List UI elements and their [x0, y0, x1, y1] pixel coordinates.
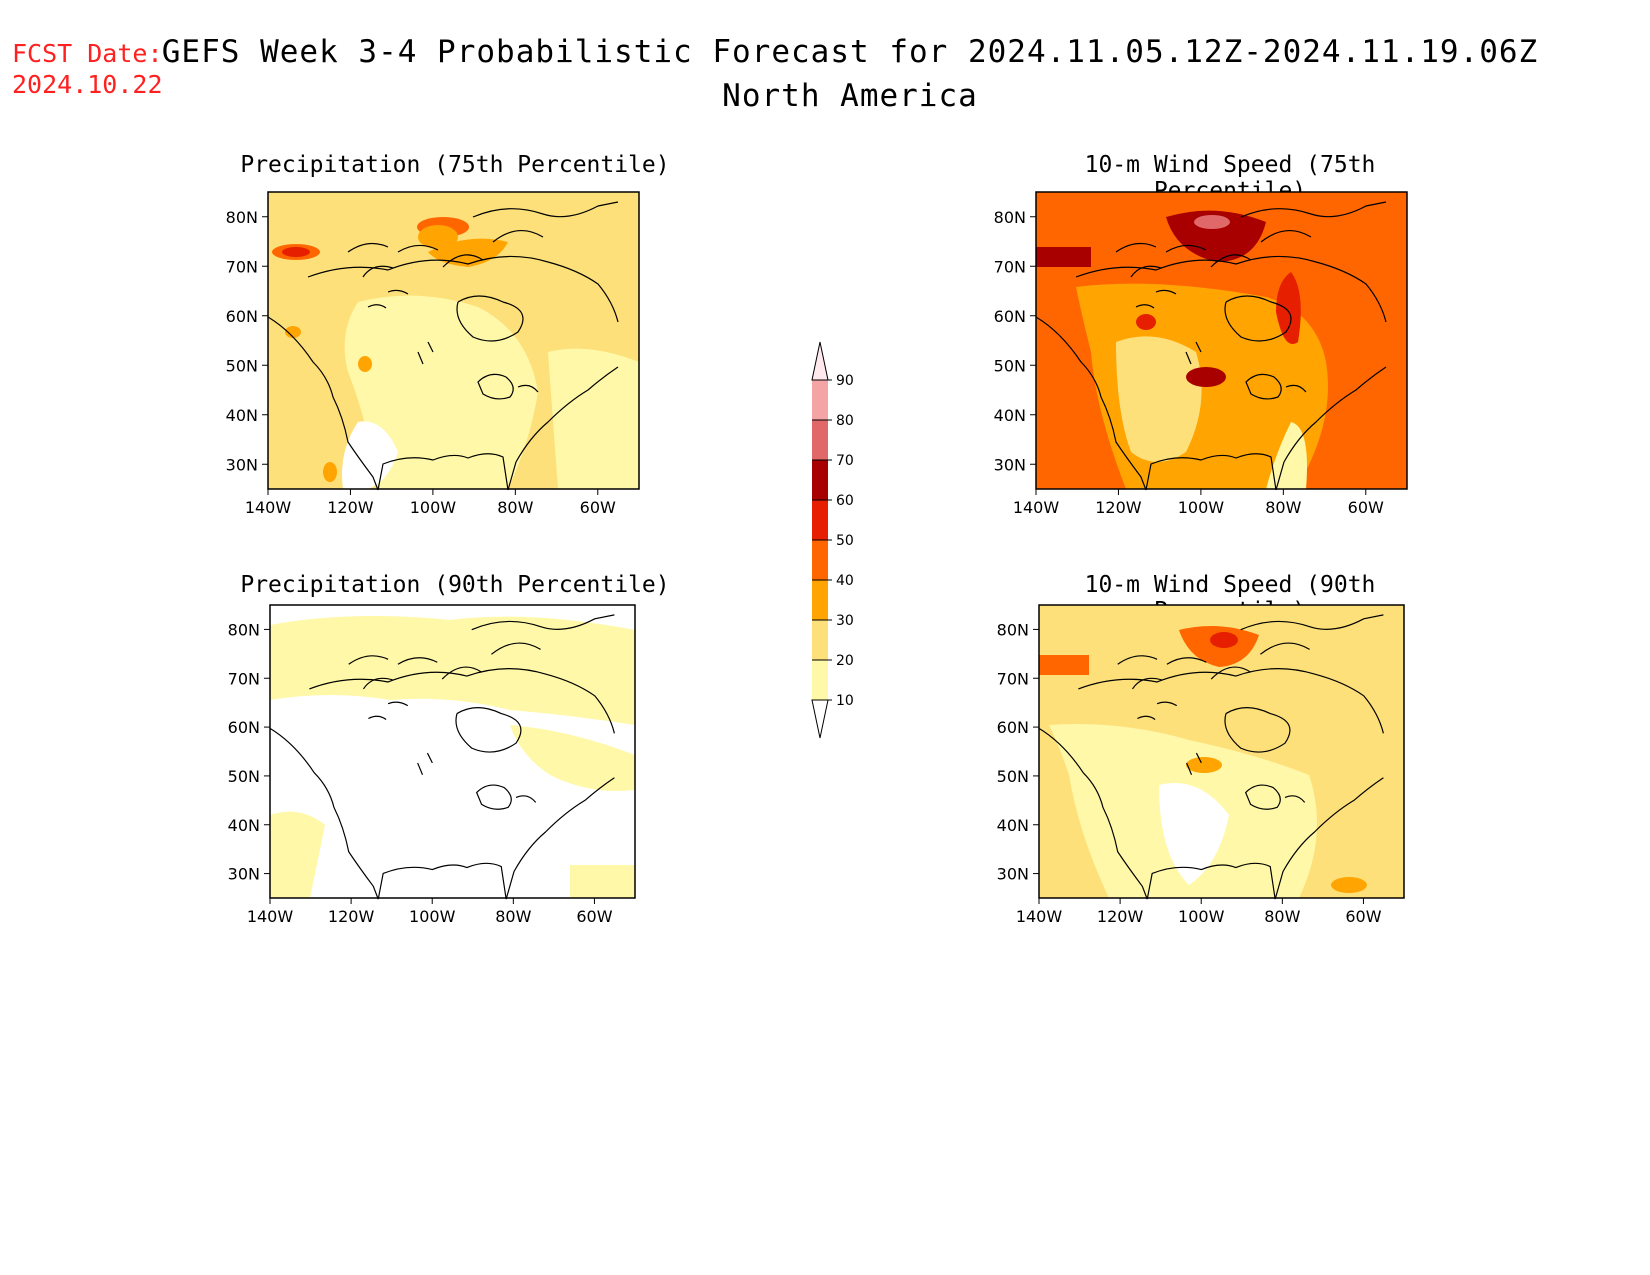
lat-tick-label: 50N — [994, 356, 1026, 375]
colorbar-label: 20 — [836, 653, 854, 669]
colorbar-label: 30 — [836, 613, 854, 629]
region-title: North America — [722, 78, 978, 114]
panel-title-precip-75: Precipitation (75th Percentile) — [240, 152, 670, 178]
lat-tick-label: 50N — [228, 767, 260, 786]
lat-tick-label: 60N — [228, 718, 260, 737]
lat-tick-label: 50N — [997, 767, 1029, 786]
lat-tick-label: 70N — [994, 257, 1026, 276]
lat-tick-label: 40N — [228, 816, 260, 835]
lat-tick-label: 30N — [994, 455, 1026, 474]
colorbar-label: 80 — [836, 413, 854, 429]
lon-tick-label: 60W — [1348, 498, 1384, 517]
lat-tick-label: 30N — [997, 865, 1029, 884]
lat-tick-label: 70N — [228, 669, 260, 688]
colorbar-segment — [812, 500, 828, 540]
colorbar: 10 20 30 40 50 60 70 80 90 — [811, 341, 854, 739]
lat-tick-label: 60N — [997, 718, 1029, 737]
lat-tick-label: 40N — [997, 816, 1029, 835]
lon-tick-label: 80W — [497, 498, 533, 517]
colorbar-segment — [812, 660, 828, 700]
lon-tick-label: 120W — [328, 907, 375, 926]
lon-tick-label: 140W — [1016, 907, 1063, 926]
colorbar-label: 40 — [836, 573, 854, 589]
colorbar-label: 90 — [836, 373, 854, 389]
main-title: GEFS Week 3-4 Probabilistic Forecast for… — [161, 34, 1539, 70]
lon-tick-label: 140W — [1013, 498, 1060, 517]
fcst-label: FCST Date: — [12, 39, 163, 68]
colorbar-segment — [812, 580, 828, 620]
lat-tick-label: 30N — [228, 865, 260, 884]
colorbar-label: 10 — [836, 693, 854, 709]
map-precip-75 — [267, 191, 640, 491]
panel-title-precip-90: Precipitation (90th Percentile) — [240, 572, 670, 598]
lon-tick-label: 100W — [1178, 498, 1225, 517]
lon-tick-label: 120W — [327, 498, 374, 517]
colorbar-top-cap — [811, 341, 829, 381]
lon-tick-label: 120W — [1095, 498, 1142, 517]
colorbar-bottom-cap — [811, 699, 829, 739]
colorbar-label: 50 — [836, 533, 854, 549]
lon-tick-label: 60W — [576, 907, 612, 926]
colorbar-segment — [812, 380, 828, 420]
map-wind-75 — [1035, 191, 1408, 491]
lat-tick-label: 80N — [228, 620, 260, 639]
lat-tick-label: 80N — [994, 208, 1026, 227]
lon-tick-label: 140W — [245, 498, 292, 517]
lat-tick-label: 40N — [994, 406, 1026, 425]
lon-tick-label: 120W — [1097, 907, 1144, 926]
lat-tick-label: 70N — [226, 257, 258, 276]
lat-tick-label: 40N — [226, 406, 258, 425]
map-wind-90 — [1038, 604, 1405, 900]
panel-title-wind-75: 10-m Wind Speed (75th Percentile) — [1084, 152, 1376, 204]
lon-tick-label: 140W — [247, 907, 294, 926]
colorbar-segment — [812, 540, 828, 580]
lon-tick-label: 100W — [409, 907, 456, 926]
colorbar-segment — [812, 460, 828, 500]
lon-tick-label: 60W — [1345, 907, 1381, 926]
lat-tick-label: 50N — [226, 356, 258, 375]
lon-tick-label: 100W — [410, 498, 457, 517]
lat-tick-label: 80N — [997, 620, 1029, 639]
lon-tick-label: 100W — [1178, 907, 1225, 926]
fcst-date: 2024.10.22 — [12, 70, 163, 99]
lat-tick-label: 80N — [226, 208, 258, 227]
lon-tick-label: 80W — [495, 907, 531, 926]
lat-tick-label: 70N — [997, 669, 1029, 688]
lat-tick-label: 60N — [226, 307, 258, 326]
colorbar-segment — [812, 420, 828, 460]
lon-tick-label: 60W — [580, 498, 616, 517]
map-precip-90 — [269, 604, 636, 900]
lat-tick-label: 30N — [226, 455, 258, 474]
colorbar-label: 60 — [836, 493, 854, 509]
lon-tick-label: 80W — [1264, 907, 1300, 926]
colorbar-segment — [812, 620, 828, 660]
fcst-date-label: FCST Date: 2024.10.22 — [12, 38, 163, 100]
lon-tick-label: 80W — [1265, 498, 1301, 517]
lat-tick-label: 60N — [994, 307, 1026, 326]
colorbar-label: 70 — [836, 453, 854, 469]
